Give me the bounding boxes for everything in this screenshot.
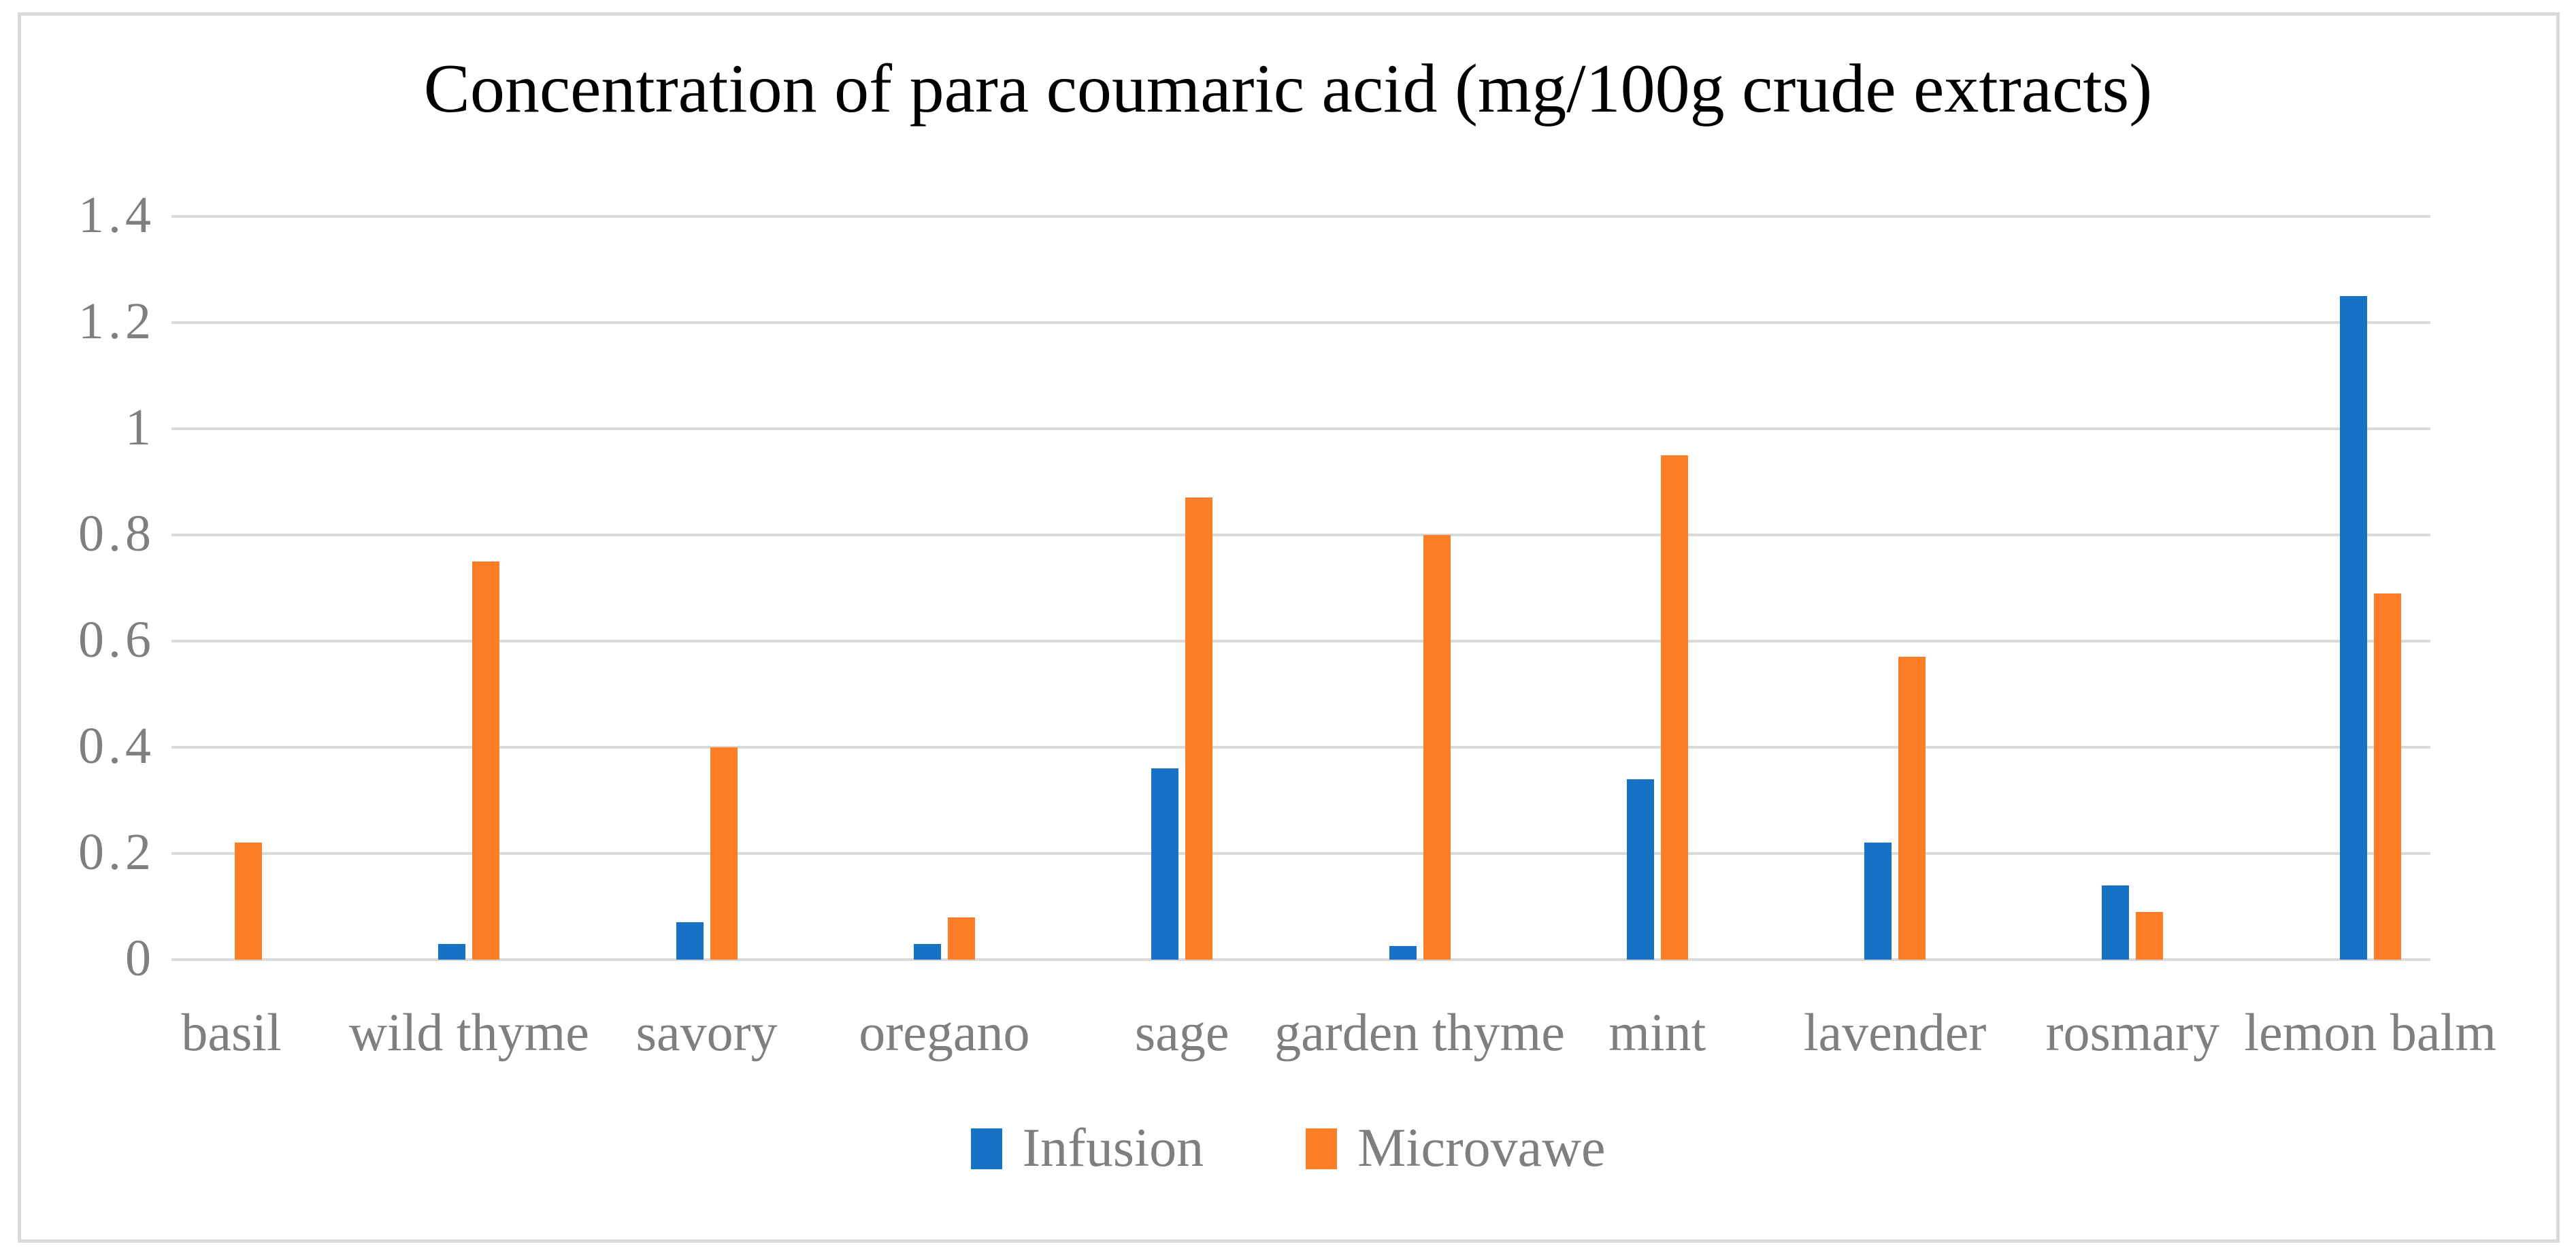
gridline (171, 427, 2430, 430)
legend-item-microvawe: Microvawe (1306, 1118, 1605, 1179)
gridline (171, 321, 2430, 324)
bar-infusion-sage (1151, 768, 1179, 960)
bar-microvawe-sage (1185, 498, 1213, 960)
x-axis-category-label: garden thyme (1274, 1003, 1565, 1062)
y-axis-tick-label: 1.4 (78, 186, 155, 244)
legend-label: Infusion (1022, 1118, 1204, 1178)
legend-swatch-infusion (970, 1128, 1002, 1169)
bar-infusion-oregano (913, 944, 941, 960)
bar-infusion-garden-thyme (1389, 946, 1417, 960)
bar-microvawe-wild-thyme (472, 561, 500, 960)
bar-infusion-wild-thyme (438, 944, 466, 960)
gridline (171, 852, 2430, 855)
x-axis-category-label: lemon balm (2244, 1003, 2496, 1062)
bar-infusion-lavender (1864, 843, 1892, 960)
legend-swatch-microvawe (1306, 1128, 1338, 1169)
legend: Infusion Microvawe (0, 1118, 2576, 1179)
y-axis-tick-label: 0.8 (78, 504, 155, 562)
x-axis-category-label: basil (181, 1003, 282, 1062)
plot-area (171, 215, 2430, 961)
x-axis-category-label: oregano (859, 1003, 1030, 1062)
x-axis-category-label: lavender (1803, 1003, 1987, 1062)
x-axis-category-label: rosmary (2045, 1003, 2220, 1062)
x-axis-category-label: wild thyme (348, 1003, 589, 1062)
bar-microvawe-basil (235, 843, 262, 960)
gridline (171, 215, 2430, 218)
gridline (171, 534, 2430, 536)
y-axis-tick-label: 0.6 (78, 610, 155, 668)
chart-title: Concentration of para coumaric acid (mg/… (423, 50, 2153, 127)
x-axis-category-label: sage (1134, 1003, 1229, 1062)
y-axis-tick-label: 0 (125, 929, 155, 987)
bar-microvawe-mint (1660, 455, 1688, 960)
bar-microvawe-lavender (1898, 657, 1926, 960)
bar-microvawe-garden-thyme (1423, 535, 1451, 960)
gridline (171, 640, 2430, 642)
bar-infusion-mint (1626, 779, 1654, 960)
legend-item-infusion: Infusion (970, 1118, 1204, 1179)
x-axis-category-label: savory (635, 1003, 778, 1062)
bar-microvawe-savory (710, 747, 738, 960)
y-axis: 0 0.2 0.4 0.6 0.8 1 1.2 1.4 (0, 0, 155, 1255)
gridline (171, 958, 2430, 961)
bar-microvawe-oregano (947, 917, 975, 960)
legend-label: Microvawe (1357, 1118, 1606, 1178)
bar-infusion-lemon-balm (2339, 296, 2367, 960)
bar-infusion-savory (676, 922, 704, 960)
y-axis-tick-label: 1 (125, 398, 155, 456)
gridline (171, 746, 2430, 749)
bar-microvawe-rosmary (2136, 912, 2164, 960)
bar-infusion-rosmary (2102, 885, 2130, 960)
y-axis-tick-label: 0.2 (78, 823, 155, 881)
y-axis-tick-label: 0.4 (78, 717, 155, 775)
bar-microvawe-lemon-balm (2373, 593, 2401, 960)
x-axis-category-label: mint (1608, 1003, 1706, 1062)
y-axis-tick-label: 1.2 (78, 292, 155, 350)
